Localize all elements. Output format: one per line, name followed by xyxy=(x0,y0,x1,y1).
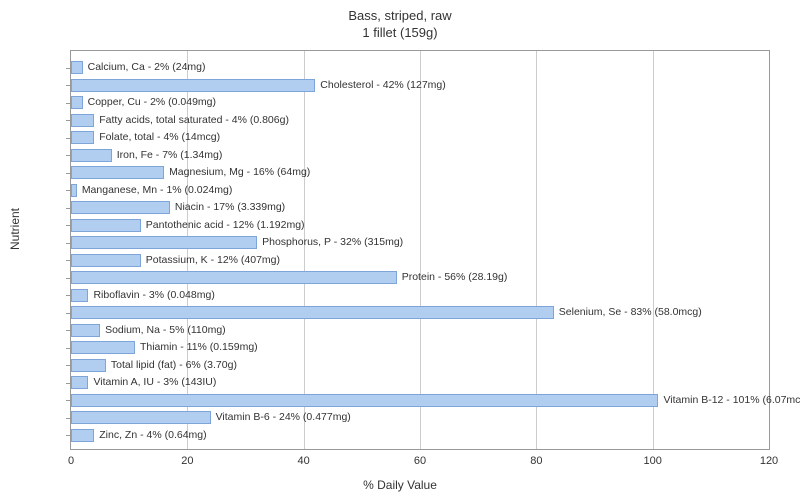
y-tick xyxy=(66,313,71,314)
bar-label: Sodium, Na - 5% (110mg) xyxy=(105,324,226,337)
title-line-2: 1 fillet (159g) xyxy=(362,25,437,40)
y-tick xyxy=(66,348,71,349)
bar xyxy=(71,96,83,109)
y-tick xyxy=(66,155,71,156)
bar-label: Selenium, Se - 83% (58.0mcg) xyxy=(559,306,702,319)
bar xyxy=(71,271,397,284)
gridline xyxy=(187,51,188,449)
bar-label: Cholesterol - 42% (127mg) xyxy=(320,79,445,92)
bar xyxy=(71,324,100,337)
bar-label: Total lipid (fat) - 6% (3.70g) xyxy=(111,359,237,372)
bar xyxy=(71,61,83,74)
x-axis-label: % Daily Value xyxy=(363,478,437,492)
y-axis-label: Nutrient xyxy=(8,208,22,250)
y-tick xyxy=(66,383,71,384)
y-tick xyxy=(66,295,71,296)
y-tick xyxy=(66,365,71,366)
x-tick-label: 60 xyxy=(414,455,426,467)
y-tick xyxy=(66,103,71,104)
y-tick xyxy=(66,225,71,226)
gridline xyxy=(653,51,654,449)
bar xyxy=(71,149,112,162)
bar xyxy=(71,201,170,214)
x-tick-label: 120 xyxy=(760,455,778,467)
chart-title: Bass, striped, raw 1 fillet (159g) xyxy=(0,0,800,42)
bar xyxy=(71,411,211,424)
bar-label: Copper, Cu - 2% (0.049mg) xyxy=(88,96,216,109)
bar-label: Vitamin B-6 - 24% (0.477mg) xyxy=(216,411,351,424)
bar-label: Riboflavin - 3% (0.048mg) xyxy=(93,289,214,302)
bar xyxy=(71,429,94,442)
bar-label: Zinc, Zn - 4% (0.64mg) xyxy=(99,429,206,442)
bar xyxy=(71,341,135,354)
bar-label: Calcium, Ca - 2% (24mg) xyxy=(88,61,206,74)
x-tick-label: 0 xyxy=(68,455,74,467)
bar xyxy=(71,131,94,144)
bar-label: Manganese, Mn - 1% (0.024mg) xyxy=(82,184,233,197)
bar-label: Protein - 56% (28.19g) xyxy=(402,271,508,284)
bar xyxy=(71,289,88,302)
gridline xyxy=(420,51,421,449)
gridline xyxy=(536,51,537,449)
y-tick xyxy=(66,330,71,331)
bar xyxy=(71,236,257,249)
x-tick-label: 80 xyxy=(530,455,542,467)
y-tick xyxy=(66,400,71,401)
y-tick xyxy=(66,435,71,436)
y-tick xyxy=(66,190,71,191)
gridline xyxy=(304,51,305,449)
bar-label: Niacin - 17% (3.339mg) xyxy=(175,201,285,214)
bar-label: Thiamin - 11% (0.159mg) xyxy=(140,341,258,354)
bar xyxy=(71,306,554,319)
y-tick xyxy=(66,260,71,261)
y-tick xyxy=(66,85,71,86)
title-line-1: Bass, striped, raw xyxy=(348,8,451,23)
bar xyxy=(71,114,94,127)
y-tick xyxy=(66,120,71,121)
bar xyxy=(71,359,106,372)
bar-label: Potassium, K - 12% (407mg) xyxy=(146,254,280,267)
bar xyxy=(71,219,141,232)
bar xyxy=(71,376,88,389)
y-tick xyxy=(66,68,71,69)
y-tick xyxy=(66,278,71,279)
bar xyxy=(71,184,77,197)
chart-container: Bass, striped, raw 1 fillet (159g) Nutri… xyxy=(0,0,800,500)
x-tick-label: 40 xyxy=(298,455,310,467)
bar-label: Pantothenic acid - 12% (1.192mg) xyxy=(146,219,305,232)
y-tick xyxy=(66,208,71,209)
bar-label: Vitamin B-12 - 101% (6.07mcg) xyxy=(663,394,800,407)
x-tick-label: 20 xyxy=(181,455,193,467)
bar xyxy=(71,254,141,267)
y-tick xyxy=(66,138,71,139)
x-tick-label: 100 xyxy=(643,455,661,467)
bar-label: Phosphorus, P - 32% (315mg) xyxy=(262,236,403,249)
plot-area: 020406080100120Calcium, Ca - 2% (24mg)Ch… xyxy=(70,50,770,450)
y-tick xyxy=(66,173,71,174)
y-tick xyxy=(66,418,71,419)
bar-label: Folate, total - 4% (14mcg) xyxy=(99,131,220,144)
bar-label: Fatty acids, total saturated - 4% (0.806… xyxy=(99,114,289,127)
bar xyxy=(71,166,164,179)
bar-label: Vitamin A, IU - 3% (143IU) xyxy=(93,376,216,389)
bar-label: Magnesium, Mg - 16% (64mg) xyxy=(169,166,310,179)
bar-label: Iron, Fe - 7% (1.34mg) xyxy=(117,149,223,162)
bar xyxy=(71,79,315,92)
y-tick xyxy=(66,243,71,244)
bar xyxy=(71,394,658,407)
